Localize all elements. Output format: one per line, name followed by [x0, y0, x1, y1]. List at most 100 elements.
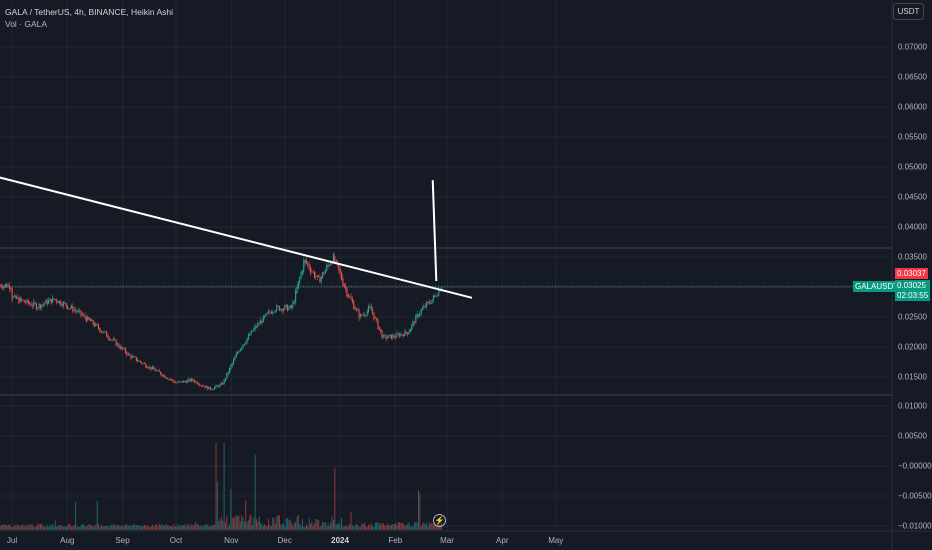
candle-body — [60, 301, 62, 306]
candle-body — [187, 380, 189, 383]
candle-body — [102, 331, 104, 333]
candle-body — [288, 307, 290, 310]
volume-bar — [338, 522, 340, 530]
volume-bar — [27, 526, 29, 530]
volume-bar — [422, 523, 424, 530]
candle-body — [2, 286, 4, 289]
volume-bar — [373, 526, 375, 530]
lightning-icon[interactable]: ⚡ — [433, 514, 446, 527]
time-tick-label: Aug — [60, 536, 75, 545]
volume-bar — [35, 526, 37, 530]
candle-body — [141, 361, 143, 364]
candle-body — [428, 302, 430, 304]
volume-bar — [33, 526, 35, 530]
candle-body — [231, 362, 233, 367]
price-tick-label: 0.02000 — [898, 342, 927, 352]
volume-bar — [135, 524, 137, 530]
volume-bar — [76, 526, 78, 530]
candle-body — [362, 314, 364, 316]
candle-body — [246, 338, 248, 343]
candle-body — [224, 378, 226, 381]
candle-body — [77, 310, 79, 312]
candle-body — [146, 366, 148, 369]
volume-bar — [11, 526, 13, 530]
candle-body — [0, 285, 2, 288]
volume-bar — [30, 524, 32, 530]
candle-body — [185, 381, 187, 383]
volume-bar — [183, 525, 185, 530]
volume-bar — [156, 524, 158, 530]
candle-body — [365, 315, 367, 316]
candle-body — [372, 309, 374, 314]
currency-unit-button[interactable]: USDT — [893, 3, 924, 20]
candle-body — [19, 297, 21, 302]
volume-bar — [256, 519, 257, 530]
volume-bar — [368, 524, 370, 530]
volume-bar — [210, 526, 212, 530]
volume-legend[interactable]: Vol · GALA — [5, 19, 48, 29]
volume-bar — [125, 524, 127, 530]
candle-body — [208, 386, 210, 389]
volume-bar — [64, 526, 66, 530]
price-tick-label: −0.01000 — [898, 521, 932, 531]
volume-bar — [80, 525, 82, 530]
candle-body — [436, 295, 438, 297]
candle-body — [434, 295, 436, 297]
candle-body — [45, 299, 47, 304]
candle-body — [431, 299, 433, 304]
candle-body — [131, 356, 133, 358]
candle-body — [211, 389, 213, 390]
candle-body — [359, 314, 361, 317]
volume-bar — [328, 526, 330, 530]
candle-body — [65, 302, 67, 307]
candle-body — [266, 312, 268, 315]
candle-body — [416, 313, 418, 318]
volume-bar — [274, 523, 276, 530]
candle-body — [264, 315, 266, 318]
volume-bar — [296, 516, 298, 530]
candle-body — [7, 284, 9, 287]
candle-body — [35, 303, 37, 310]
volume-bar — [431, 523, 433, 530]
candle-body — [210, 387, 212, 390]
volume-bar — [401, 522, 403, 530]
candle-body — [282, 309, 285, 311]
volume-bar — [157, 526, 159, 530]
volume-bar — [268, 519, 270, 530]
candle-body — [385, 335, 387, 339]
volume-bar — [45, 526, 47, 530]
candle-body — [118, 343, 120, 348]
symbol-legend[interactable]: GALA / TetherUS, 4h, BINANCE, Heikin Ash… — [5, 7, 174, 17]
candle-body — [184, 381, 186, 382]
candle-body — [126, 351, 128, 356]
volume-bar — [49, 524, 51, 530]
candle-body — [305, 260, 307, 264]
candle-body — [374, 317, 376, 319]
candle-body — [345, 286, 347, 289]
volume-bar — [408, 522, 410, 530]
candle-body — [111, 339, 113, 341]
candle-body — [115, 339, 117, 346]
candle-body — [143, 363, 145, 365]
candle-body — [376, 318, 378, 321]
volume-bar — [218, 520, 220, 530]
candle-body — [300, 272, 302, 279]
volume-bar — [208, 526, 210, 530]
volume-bar — [81, 523, 83, 530]
candle-body — [169, 378, 171, 380]
candle-body — [339, 268, 341, 274]
candle-body — [239, 348, 241, 352]
candle-body — [110, 339, 112, 341]
candle-body — [272, 311, 274, 314]
volume-bar — [96, 500, 98, 530]
candle-body — [357, 309, 359, 311]
candle-body — [114, 339, 116, 340]
volume-bar — [386, 523, 388, 530]
volume-bar — [281, 524, 283, 530]
symbol-badge: GALAUSDT — [853, 281, 901, 292]
candle-body — [62, 302, 64, 307]
volume-bar — [287, 518, 289, 530]
volume-bar — [420, 526, 422, 530]
candle-body — [181, 381, 183, 383]
